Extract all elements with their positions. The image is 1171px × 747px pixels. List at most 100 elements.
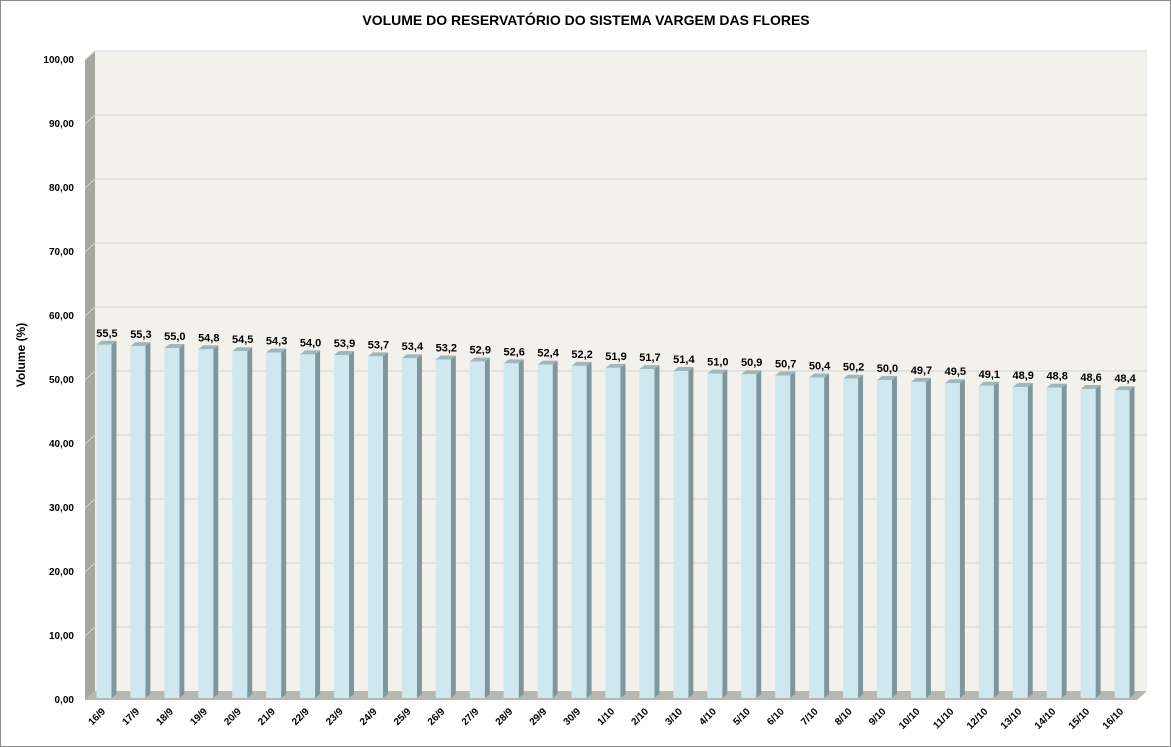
bar-top (1114, 386, 1135, 391)
y-axis-label: Volume (%) (14, 323, 28, 387)
data-label: 50,9 (741, 357, 762, 369)
x-tick-label: 7/10 (799, 706, 821, 728)
data-label: 50,2 (843, 362, 864, 374)
bar (944, 383, 960, 698)
bar-side (925, 377, 931, 698)
gridline-side (84, 370, 96, 381)
x-tick-label: 17/9 (120, 706, 142, 728)
data-label: 52,4 (537, 348, 559, 360)
bar (334, 355, 350, 698)
data-label: 50,4 (809, 360, 831, 372)
bar (401, 358, 417, 698)
bar (741, 374, 757, 698)
bar-top (130, 342, 151, 347)
data-label: 54,5 (232, 334, 253, 346)
x-tick-label: 26/9 (426, 706, 448, 728)
bar-side (416, 354, 422, 698)
bar-side (552, 360, 558, 698)
bar-side (1027, 383, 1033, 698)
bar (367, 356, 383, 698)
data-label: 53,9 (334, 338, 355, 350)
bar-top (809, 373, 830, 378)
data-label: 54,0 (300, 337, 321, 349)
bar (1114, 390, 1130, 698)
bar-top (435, 355, 456, 360)
data-label: 48,4 (1114, 373, 1136, 385)
bar (775, 375, 791, 698)
bar (707, 373, 723, 698)
bar-top (1012, 383, 1033, 388)
gridline-side (84, 562, 96, 573)
bar-side (790, 371, 796, 698)
bar-top (843, 374, 864, 379)
data-label: 53,4 (402, 341, 424, 353)
x-tick-label: 1/10 (596, 706, 618, 728)
x-tick-label: 9/10 (867, 706, 889, 728)
x-tick-label: 4/10 (697, 706, 719, 728)
bar-top (334, 351, 355, 356)
x-tick-label: 29/9 (528, 706, 550, 728)
x-tick-label: 12/10 (965, 706, 991, 732)
bar-side (620, 363, 626, 698)
bar (978, 385, 994, 698)
bar-side (213, 345, 219, 698)
bar (673, 371, 689, 698)
x-tick-label: 22/9 (290, 706, 312, 728)
x-tick-label: 27/9 (460, 706, 482, 728)
y-tick-label: 100,00 (43, 55, 74, 66)
gridline-side (84, 498, 96, 509)
bar-side (179, 344, 185, 698)
chart-title: VOLUME DO RESERVATÓRIO DO SISTEMA VARGEM… (362, 11, 809, 28)
bar-top (1046, 383, 1067, 388)
y-tick-label: 80,00 (49, 183, 74, 194)
data-label: 52,2 (571, 349, 592, 361)
bar-top (537, 360, 558, 365)
bar-side (654, 365, 660, 698)
bar (571, 365, 587, 698)
bar-top (775, 371, 796, 376)
bar (639, 369, 655, 698)
x-tick-label: 8/10 (833, 706, 855, 728)
data-label: 49,1 (979, 369, 1000, 381)
data-label: 51,7 (639, 352, 660, 364)
x-tick-label: 2/10 (630, 706, 652, 728)
y-tick-label: 70,00 (49, 247, 74, 258)
bar-side (315, 350, 321, 698)
y-tick-label: 0,00 (55, 695, 75, 706)
data-label: 48,8 (1046, 371, 1067, 383)
x-tick-label: 23/9 (324, 706, 346, 728)
data-label: 50,0 (877, 363, 898, 375)
bar-side (586, 361, 592, 698)
data-label: 48,6 (1080, 372, 1101, 384)
data-label: 50,7 (775, 359, 796, 371)
bar (198, 349, 214, 698)
data-label: 55,3 (130, 329, 151, 341)
bar (537, 364, 553, 698)
data-label: 55,5 (96, 328, 117, 340)
x-tick-label: 19/9 (188, 706, 210, 728)
y-tick-label: 50,00 (49, 375, 74, 386)
gridline-side (84, 178, 96, 189)
bar-side (382, 352, 388, 698)
bar-top (401, 354, 422, 359)
bar (843, 378, 859, 698)
bar-top (876, 376, 897, 380)
gridline-side (84, 50, 96, 61)
y-tick-label: 20,00 (49, 567, 74, 578)
bar-side (450, 355, 456, 698)
y-tick-label: 40,00 (49, 439, 74, 450)
x-tick-label: 6/10 (765, 706, 787, 728)
bar-side (959, 379, 965, 698)
y-tick-label: 90,00 (49, 119, 74, 130)
x-tick-label: 28/9 (494, 706, 516, 728)
x-tick-label: 13/10 (999, 706, 1025, 732)
bar-side (688, 367, 694, 698)
gridline-side (84, 434, 96, 445)
bar-side (111, 340, 117, 698)
data-label: 51,9 (605, 351, 626, 363)
bar (1046, 387, 1062, 698)
bar-top (707, 369, 728, 374)
x-tick-label: 25/9 (392, 706, 414, 728)
bar-top (910, 377, 931, 382)
